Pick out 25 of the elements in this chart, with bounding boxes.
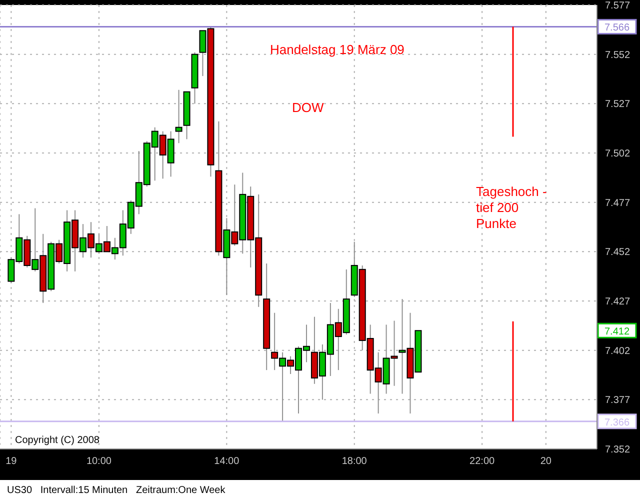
- text: Handelstag 19 März 09: [270, 42, 404, 57]
- annotation: Tageshoch - tief 200 Punkte: [476, 184, 548, 232]
- annotation: Copyright (C) 2008: [15, 435, 100, 446]
- ref-line-label: 7.566: [604, 22, 630, 34]
- x-tick-label: 22:00: [470, 456, 496, 468]
- ref-line-label: 7.366: [604, 417, 630, 428]
- x-tick-label: 20: [540, 456, 552, 468]
- y-tick-label: 7.352: [605, 444, 630, 456]
- y-tick-label: 7.452: [605, 247, 630, 258]
- x-tick-label: 14:00: [214, 456, 240, 468]
- y-tick-label: 7.477: [605, 198, 630, 209]
- y-tick-label: 7.402: [605, 346, 630, 357]
- y-tick-label: 7.502: [605, 148, 630, 160]
- y-tick-label: 7.377: [605, 395, 630, 406]
- x-tick-label: 18:00: [342, 456, 368, 468]
- annotation: 7.412: [604, 326, 630, 338]
- y-tick-label: 7.427: [605, 296, 630, 308]
- y-tick-label: 7.552: [605, 50, 630, 61]
- y-tick-label: 7.577: [605, 0, 630, 12]
- x-tick-label: 19: [6, 456, 18, 468]
- annotation: DOW: [292, 100, 324, 115]
- candlestick: [175, 89, 182, 144]
- y-tick-label: 7.527: [605, 99, 630, 110]
- x-tick-label: 10:00: [86, 456, 112, 468]
- text: US30 Intervall:15 Minuten Zeitraum:One Week: [0, 480, 640, 500]
